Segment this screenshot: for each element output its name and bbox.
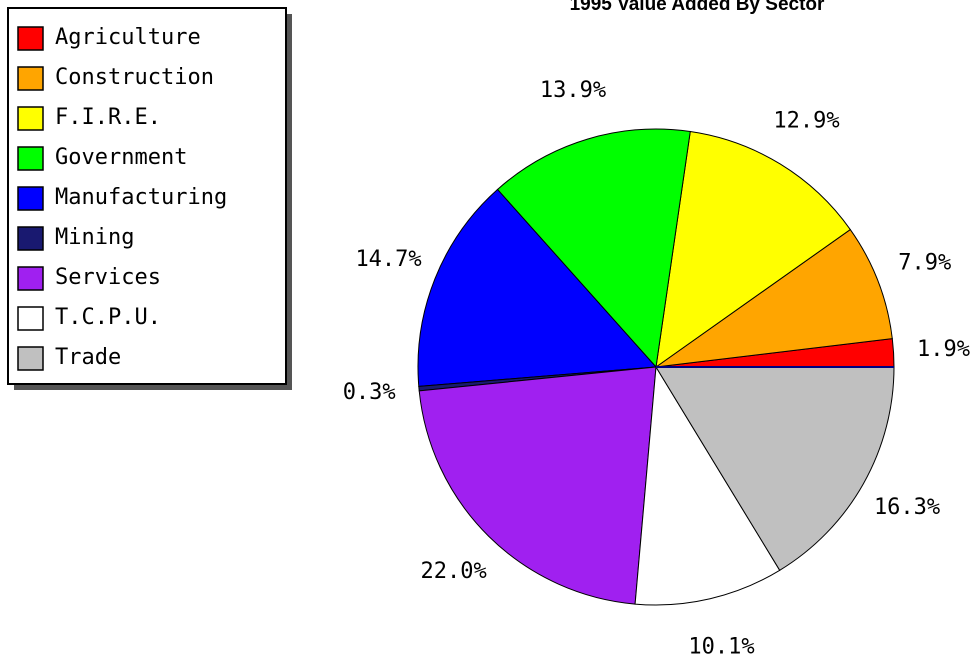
legend-swatch — [17, 266, 44, 291]
slice-label: 13.9% — [540, 78, 606, 103]
legend-swatch — [17, 26, 44, 51]
legend-label: Government — [55, 145, 187, 170]
legend-swatch — [17, 186, 44, 211]
legend-label: Agriculture — [55, 25, 201, 50]
slice-label: 22.0% — [421, 559, 487, 584]
legend-swatch — [17, 346, 44, 371]
pie-slice — [418, 366, 657, 605]
legend-label: Mining — [55, 225, 134, 250]
legend-label: T.C.P.U. — [55, 305, 161, 330]
legend-label: F.I.R.E. — [55, 105, 161, 130]
legend — [7, 7, 287, 385]
legend-swatch — [17, 66, 44, 91]
slice-label: 7.9% — [898, 251, 951, 276]
legend-label: Services — [55, 265, 161, 290]
pie-slice — [417, 188, 658, 387]
slice-label: 1.9% — [917, 337, 970, 362]
pie-slice — [496, 128, 691, 369]
slice-label: 10.1% — [688, 634, 754, 654]
pie-slice — [634, 365, 781, 606]
legend-label: Construction — [55, 65, 214, 90]
pie-slice — [655, 366, 895, 572]
legend-swatch — [17, 106, 44, 131]
legend-label: Manufacturing — [55, 185, 227, 210]
pie-slice — [655, 130, 851, 369]
slice-label: 12.9% — [773, 108, 839, 133]
pie-slice — [655, 228, 893, 368]
legend-swatch — [17, 146, 44, 171]
legend-label: Trade — [55, 345, 121, 370]
slice-label: 14.7% — [355, 247, 421, 272]
legend-swatch — [17, 306, 44, 331]
slice-label: 16.3% — [874, 495, 940, 520]
slice-label: 0.3% — [343, 380, 396, 405]
legend-swatch — [17, 226, 44, 251]
chart-title: 1995 Value Added By Sector — [570, 0, 825, 15]
